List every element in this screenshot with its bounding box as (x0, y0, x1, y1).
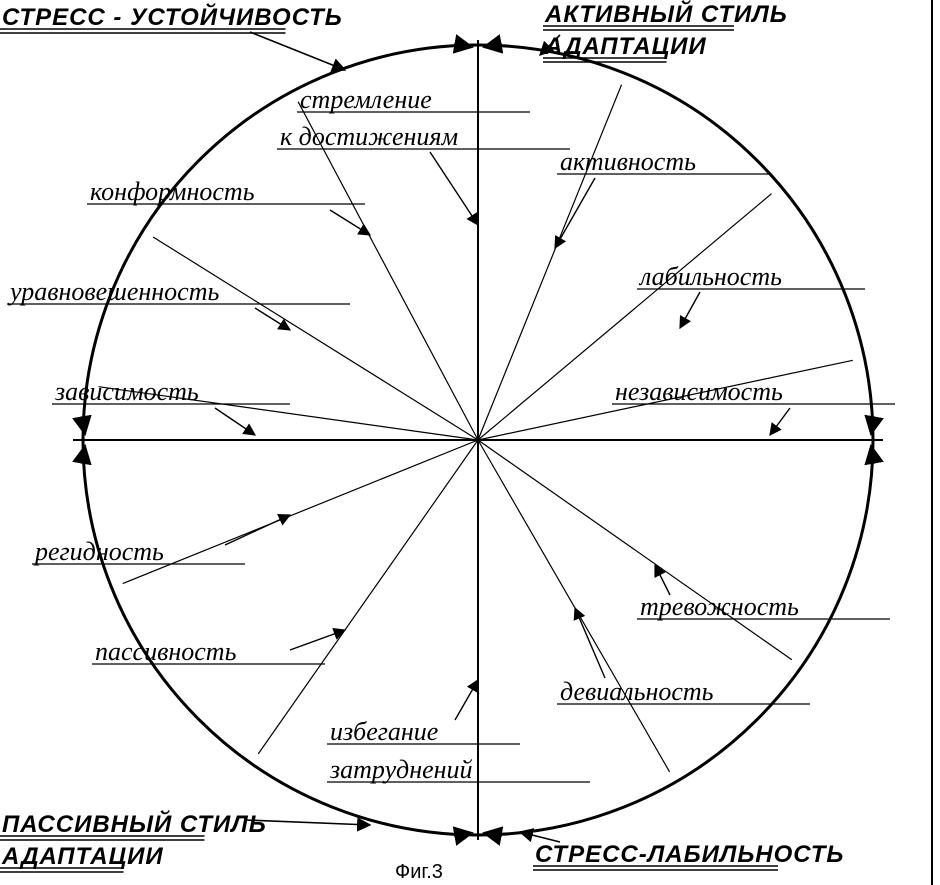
label-bot1-1: избегание (330, 717, 438, 746)
label-trevozhnost: тревожность (640, 592, 799, 621)
bottom_right-line1: СТРЕСС-ЛАБИЛЬНОСТЬ (535, 841, 844, 868)
label-zavisimost: зависимость (54, 377, 199, 406)
label-passivnost: пассивность (95, 637, 237, 666)
label-devialnost: девиальность (560, 677, 714, 706)
label-top1-1: стремление (300, 85, 432, 114)
radial-diagram: стремление к достижениям активность лабильн… (0, 0, 940, 885)
bottom_left-line1: ПАССИВНЫЙ СТИЛЬ (2, 809, 267, 838)
label-labilnost: лабильность (638, 262, 782, 291)
label-nezavisimost: независимость (615, 377, 783, 406)
label-konformnost: конформность (90, 177, 255, 206)
label-regidnost: регидность (33, 537, 164, 566)
top_right-line2: АДАПТАЦИИ (544, 33, 707, 60)
top_left-line1: СТРЕСС - УСТОЙЧИВОСТЬ (2, 2, 343, 31)
label-uravnov: уравновешенность (7, 277, 219, 306)
bottom_left-line2: АДАПТАЦИИ (1, 843, 164, 870)
top_right-line1: АКТИВНЫЙ СТИЛЬ (544, 0, 788, 28)
background (0, 0, 940, 885)
label-aktivnost: активность (560, 147, 696, 176)
label-bot1-2: затруднений (329, 755, 473, 784)
figure-caption: Фиг.3 (395, 861, 443, 883)
label-top1-2: к достижениям (280, 122, 458, 151)
